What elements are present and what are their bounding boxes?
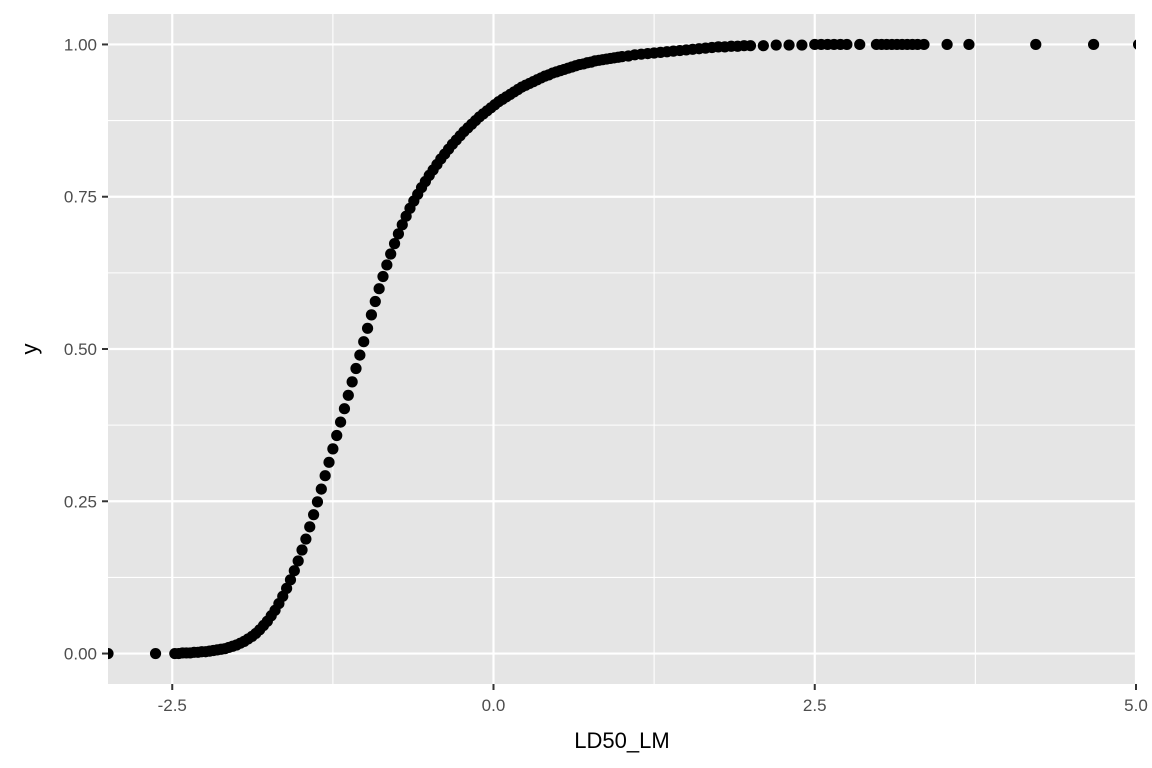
y-tick-label: 0.00 bbox=[64, 645, 97, 664]
data-point bbox=[296, 544, 308, 556]
data-point bbox=[319, 470, 331, 482]
data-point bbox=[381, 259, 393, 271]
data-points bbox=[108, 38, 1136, 660]
data-point bbox=[327, 443, 339, 455]
x-tick-label: 0.0 bbox=[482, 696, 506, 715]
data-point bbox=[854, 38, 866, 51]
data-point bbox=[288, 565, 300, 577]
data-point bbox=[311, 496, 324, 508]
x-tick-label: -2.5 bbox=[158, 696, 187, 715]
data-point bbox=[284, 574, 297, 586]
data-point bbox=[388, 238, 401, 250]
data-point bbox=[346, 376, 358, 388]
data-point bbox=[941, 38, 953, 51]
data-point bbox=[361, 322, 374, 334]
data-point bbox=[292, 555, 304, 567]
y-tick-label: 0.75 bbox=[64, 188, 97, 207]
x-axis-title: LD50_LM bbox=[574, 728, 669, 753]
data-point bbox=[365, 309, 378, 321]
data-point bbox=[300, 533, 312, 545]
y-tick-label: 0.25 bbox=[64, 492, 97, 511]
data-point bbox=[358, 336, 370, 348]
x-axis: -2.5 0.0 2.5 5.0 bbox=[158, 684, 1148, 715]
data-point bbox=[796, 39, 808, 51]
data-point bbox=[757, 40, 769, 52]
data-point bbox=[783, 39, 795, 51]
data-point bbox=[108, 647, 114, 660]
data-point bbox=[377, 270, 389, 283]
data-point bbox=[350, 362, 362, 375]
data-point bbox=[963, 38, 975, 51]
y-axis: 0.00 0.25 0.50 0.75 1.00 bbox=[64, 35, 108, 664]
data-point bbox=[385, 248, 397, 260]
x-tick-label: 5.0 bbox=[1124, 696, 1148, 715]
data-point bbox=[304, 521, 316, 533]
data-point bbox=[334, 416, 347, 428]
data-point bbox=[342, 389, 354, 401]
data-point bbox=[308, 509, 320, 521]
data-point bbox=[744, 40, 757, 52]
data-point bbox=[354, 349, 366, 361]
data-point bbox=[338, 403, 351, 415]
data-point bbox=[396, 219, 408, 231]
data-point bbox=[392, 228, 405, 240]
data-point bbox=[918, 38, 930, 51]
x-tick-label: 2.5 bbox=[803, 696, 827, 715]
y-axis-title: y bbox=[17, 344, 42, 355]
data-point bbox=[323, 456, 335, 468]
data-point bbox=[1088, 38, 1100, 51]
data-point bbox=[1132, 39, 1136, 50]
data-point bbox=[841, 38, 853, 51]
data-point bbox=[281, 582, 293, 594]
major-gridlines bbox=[108, 14, 1138, 684]
data-point bbox=[369, 295, 381, 308]
y-tick-label: 1.00 bbox=[64, 35, 97, 54]
data-point bbox=[149, 647, 162, 660]
data-point bbox=[1030, 38, 1042, 51]
data-point bbox=[770, 39, 782, 51]
data-point bbox=[331, 429, 343, 442]
y-tick-label: 0.50 bbox=[64, 340, 97, 359]
data-point bbox=[315, 483, 327, 495]
data-point bbox=[373, 283, 385, 295]
